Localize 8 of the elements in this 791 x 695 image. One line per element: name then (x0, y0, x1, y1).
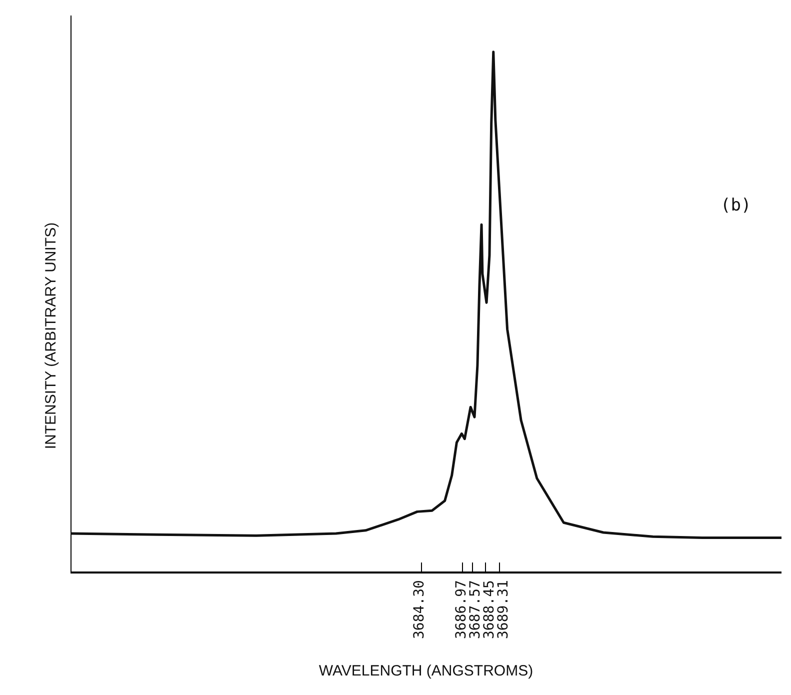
x-tick-label: 3684.30 (412, 580, 428, 640)
x-tick-label: 3688.45 (481, 580, 498, 640)
x-tick-label: 3686.97 (453, 580, 470, 640)
x-axis-title: WAVELENGTH (ANGSTROMS) (318, 662, 534, 680)
annotation: (b) (720, 196, 752, 216)
y-axis-title: INTENSITY (ARBITRARY UNITS) (42, 222, 60, 450)
x-tick-label: 3689.31 (495, 580, 512, 640)
x-tick-label: 3687.57 (467, 580, 484, 640)
